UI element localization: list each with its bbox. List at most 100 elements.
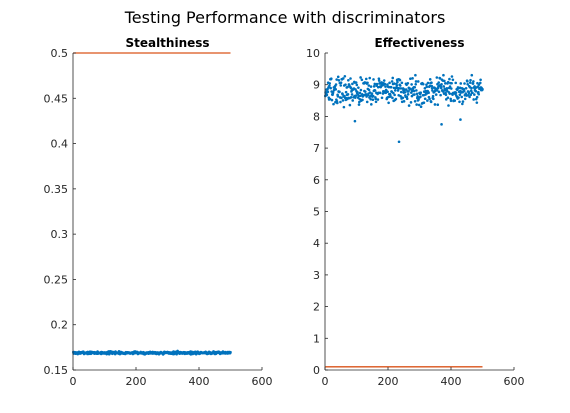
y-tick-label: 5 xyxy=(313,206,320,219)
scatter-point xyxy=(367,84,371,87)
scatter-point xyxy=(342,105,346,109)
scatter-point xyxy=(463,82,466,85)
scatter-point xyxy=(357,86,360,89)
scatter-point xyxy=(474,89,478,93)
scatter-point-outlier xyxy=(459,118,462,121)
scatter-point xyxy=(450,87,453,90)
scatter-point xyxy=(428,97,431,101)
scatter-point xyxy=(475,101,479,104)
scatter-point xyxy=(458,100,461,104)
scatter-point xyxy=(431,94,435,98)
scatter-point xyxy=(442,73,445,77)
scatter-point xyxy=(393,89,397,92)
scatter-point xyxy=(428,78,432,81)
scatter-point xyxy=(409,77,412,80)
scatter-point xyxy=(337,79,341,82)
scatter-point xyxy=(428,84,432,88)
scatter-point xyxy=(444,98,448,101)
scatter-point xyxy=(415,103,418,106)
scatter-point xyxy=(400,81,404,85)
scatter-point xyxy=(439,93,442,97)
scatter-point xyxy=(398,78,402,82)
scatter-point xyxy=(330,77,333,80)
scatter-point xyxy=(453,99,457,102)
scatter-point xyxy=(354,81,358,84)
scatter-point xyxy=(447,104,450,107)
scatter-point xyxy=(427,91,430,95)
scatter-point xyxy=(399,90,403,94)
scatter-point xyxy=(431,89,434,92)
scatter-point xyxy=(341,77,345,80)
scatter-point xyxy=(426,99,429,102)
scatter-point xyxy=(401,96,405,100)
scatter-point xyxy=(354,94,358,98)
y-tick-label: 0.4 xyxy=(51,138,69,151)
scatter-point xyxy=(372,78,375,81)
scatter-point xyxy=(462,89,466,93)
scatter-point xyxy=(406,93,410,96)
scatter-point xyxy=(475,95,479,99)
scatter-point xyxy=(391,96,394,100)
scatter-point xyxy=(437,90,441,94)
scatter-point xyxy=(429,100,433,104)
scatter-point xyxy=(468,95,471,99)
scatter-point xyxy=(366,81,369,85)
y-tick-label: 0.45 xyxy=(44,92,69,105)
x-tick-label: 0 xyxy=(322,375,329,388)
scatter-point xyxy=(472,98,475,101)
scatter-point xyxy=(417,103,421,107)
scatter-point xyxy=(380,96,384,100)
scatter-point xyxy=(461,100,465,103)
scatter-point xyxy=(371,94,375,98)
scatter-point xyxy=(438,77,442,80)
scatter-point xyxy=(390,80,394,83)
scatter-point xyxy=(359,88,363,92)
scatter-point xyxy=(349,96,353,99)
scatter-point xyxy=(413,93,416,96)
scatter-point xyxy=(415,89,418,92)
scatter-point xyxy=(472,80,475,83)
y-tick-label: 0 xyxy=(313,364,320,377)
scatter-point xyxy=(335,101,339,105)
scatter-point xyxy=(347,78,350,82)
scatter-point xyxy=(435,89,439,92)
y-tick-label: 9 xyxy=(313,79,320,92)
y-tick-label: 10 xyxy=(306,47,320,60)
effectiveness-scatter-series xyxy=(324,73,484,144)
scatter-point xyxy=(416,80,420,83)
scatter-point xyxy=(346,85,349,89)
scatter-point xyxy=(407,90,410,93)
scatter-point xyxy=(461,102,464,106)
scatter-point xyxy=(343,74,347,78)
scatter-point xyxy=(360,78,364,82)
scatter-point-outlier xyxy=(353,119,357,123)
scatter-point xyxy=(409,87,412,91)
scatter-point xyxy=(346,93,350,96)
scatter-point xyxy=(439,86,443,90)
scatter-point xyxy=(479,78,482,82)
scatter-point xyxy=(397,87,401,90)
scatter-point xyxy=(326,90,330,94)
scatter-point xyxy=(336,95,340,98)
scatter-point xyxy=(229,350,232,354)
scatter-point xyxy=(433,103,437,106)
scatter-point xyxy=(328,97,332,101)
scatter-point xyxy=(356,90,359,94)
scatter-point xyxy=(414,80,418,83)
scatter-point xyxy=(340,96,343,100)
scatter-point xyxy=(394,97,398,101)
scatter-point xyxy=(329,86,332,90)
scatter-point xyxy=(423,86,427,90)
scatter-point xyxy=(419,95,422,99)
scatter-point xyxy=(375,82,379,86)
scatter-point xyxy=(361,98,364,102)
scatter-point xyxy=(349,86,353,90)
scatter-point xyxy=(351,99,355,102)
scatter-point xyxy=(344,83,347,86)
y-tick-label: 0.25 xyxy=(44,273,69,286)
scatter-point xyxy=(404,88,408,91)
scatter-point xyxy=(364,93,368,96)
scatter-point xyxy=(377,79,381,82)
scatter-point xyxy=(415,92,419,96)
